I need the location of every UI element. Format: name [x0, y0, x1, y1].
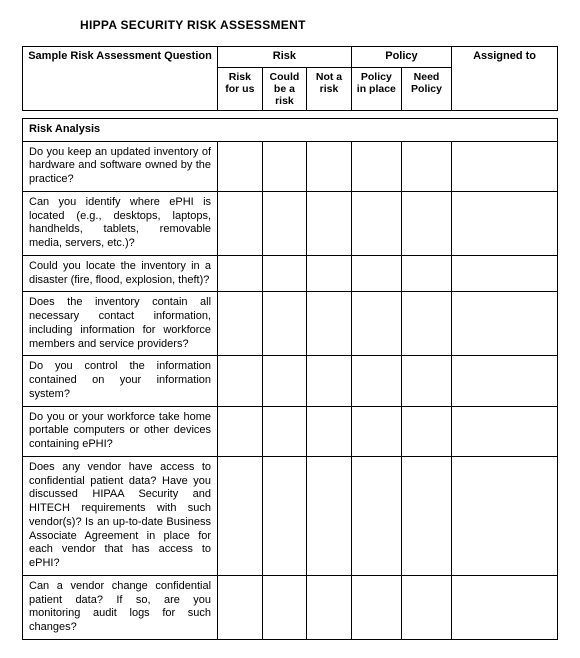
- empty-cell: [351, 191, 401, 255]
- empty-cell: [307, 575, 352, 639]
- question-cell: Does any vendor have access to confident…: [23, 456, 218, 575]
- empty-cell: [351, 292, 401, 356]
- col-question: Sample Risk Assessment Question: [23, 47, 218, 111]
- question-cell: Do you or your workforce take home porta…: [23, 406, 218, 456]
- empty-cell: [351, 406, 401, 456]
- empty-cell: [262, 356, 307, 406]
- question-cell: Does the inventory contain all necessary…: [23, 292, 218, 356]
- col-risk-for-us: Risk for us: [218, 67, 263, 110]
- empty-cell: [401, 356, 451, 406]
- empty-cell: [351, 255, 401, 292]
- empty-cell: [351, 575, 401, 639]
- col-need-policy: Need Policy: [401, 67, 451, 110]
- empty-cell: [218, 255, 263, 292]
- col-policy: Policy: [351, 47, 451, 68]
- empty-cell: [307, 456, 352, 575]
- empty-cell: [452, 255, 558, 292]
- table-row: Can you identify where ePHI is located (…: [23, 191, 558, 255]
- empty-cell: [262, 406, 307, 456]
- table-row: Could you locate the inventory in a disa…: [23, 255, 558, 292]
- table-row: Does any vendor have access to confident…: [23, 456, 558, 575]
- empty-cell: [307, 406, 352, 456]
- empty-cell: [452, 456, 558, 575]
- header-row-1: Sample Risk Assessment Question Risk Pol…: [23, 47, 558, 68]
- empty-cell: [218, 456, 263, 575]
- empty-cell: [452, 292, 558, 356]
- empty-cell: [452, 406, 558, 456]
- table-row: Does the inventory contain all necessary…: [23, 292, 558, 356]
- empty-cell: [218, 575, 263, 639]
- empty-cell: [452, 356, 558, 406]
- col-assigned: Assigned to: [452, 47, 558, 111]
- empty-cell: [401, 456, 451, 575]
- page-title: HIPPA SECURITY RISK ASSESSMENT: [80, 18, 558, 32]
- table-row: Do you keep an updated inventory of hard…: [23, 141, 558, 191]
- section-label: Risk Analysis: [23, 118, 558, 141]
- empty-cell: [262, 292, 307, 356]
- question-cell: Can a vendor change confidential patient…: [23, 575, 218, 639]
- empty-cell: [351, 141, 401, 191]
- empty-cell: [218, 191, 263, 255]
- empty-cell: [307, 255, 352, 292]
- col-not-a-risk: Not a risk: [307, 67, 352, 110]
- empty-cell: [452, 141, 558, 191]
- question-cell: Do you control the information contained…: [23, 356, 218, 406]
- section-row: Risk Analysis: [23, 118, 558, 141]
- empty-cell: [262, 141, 307, 191]
- empty-cell: [401, 141, 451, 191]
- empty-cell: [401, 191, 451, 255]
- empty-cell: [307, 356, 352, 406]
- question-cell: Can you identify where ePHI is located (…: [23, 191, 218, 255]
- empty-cell: [401, 575, 451, 639]
- empty-cell: [218, 406, 263, 456]
- empty-cell: [401, 406, 451, 456]
- col-could-be-risk: Could be a risk: [262, 67, 307, 110]
- table-row: Do you or your workforce take home porta…: [23, 406, 558, 456]
- empty-cell: [218, 292, 263, 356]
- empty-cell: [351, 356, 401, 406]
- empty-cell: [262, 575, 307, 639]
- empty-cell: [307, 141, 352, 191]
- col-policy-in-place: Policy in place: [351, 67, 401, 110]
- assessment-table: Sample Risk Assessment Question Risk Pol…: [22, 46, 558, 640]
- empty-cell: [452, 575, 558, 639]
- empty-cell: [307, 191, 352, 255]
- col-risk: Risk: [218, 47, 352, 68]
- table-row: Can a vendor change confidential patient…: [23, 575, 558, 639]
- empty-cell: [262, 456, 307, 575]
- empty-cell: [452, 191, 558, 255]
- empty-cell: [262, 255, 307, 292]
- empty-cell: [351, 456, 401, 575]
- empty-cell: [218, 141, 263, 191]
- empty-cell: [401, 255, 451, 292]
- empty-cell: [218, 356, 263, 406]
- empty-cell: [307, 292, 352, 356]
- question-cell: Do you keep an updated inventory of hard…: [23, 141, 218, 191]
- question-cell: Could you locate the inventory in a disa…: [23, 255, 218, 292]
- gap-row: [23, 110, 558, 118]
- empty-cell: [401, 292, 451, 356]
- table-row: Do you control the information contained…: [23, 356, 558, 406]
- empty-cell: [262, 191, 307, 255]
